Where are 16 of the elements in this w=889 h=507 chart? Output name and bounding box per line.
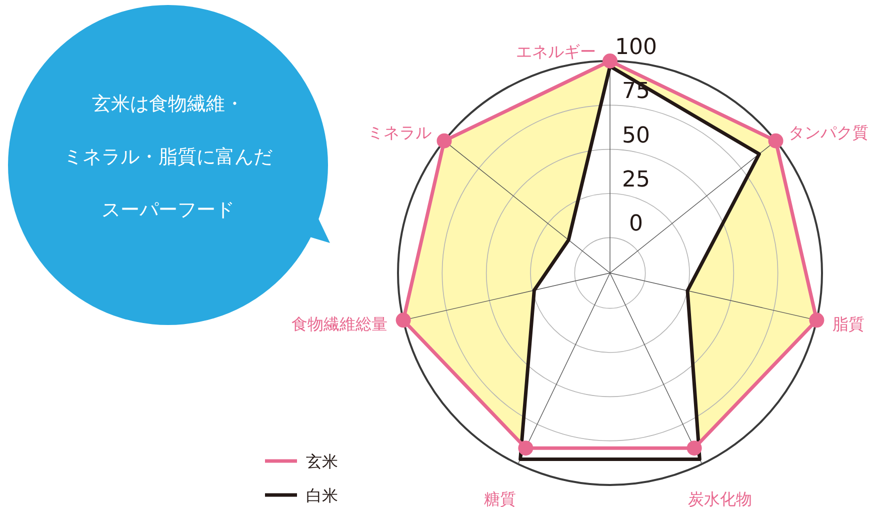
spoke-label: 脂質 (832, 314, 864, 334)
spoke-label: 食物繊維総量 (292, 314, 388, 334)
legend-label: 玄米 (306, 452, 338, 471)
y-tick-label: 0 (629, 212, 643, 237)
y-tick-label: 25 (622, 168, 650, 192)
text: スーパーフード (102, 199, 234, 221)
y-tick-label: 100 (615, 35, 657, 60)
spoke-label: 炭水化物 (688, 490, 752, 507)
spoke-label: タンパク質 (788, 123, 869, 142)
legend-label: 白米 (306, 486, 338, 505)
spoke-label: エネルギー (516, 42, 596, 61)
spoke-label: 糖質 (484, 490, 516, 507)
spoke-label: ミネラル (367, 123, 432, 142)
text: 玄米は食物繊維・ (92, 93, 244, 115)
y-tick-label: 50 (622, 123, 650, 148)
text: ミネラル・脂質に富んだ (64, 146, 272, 168)
